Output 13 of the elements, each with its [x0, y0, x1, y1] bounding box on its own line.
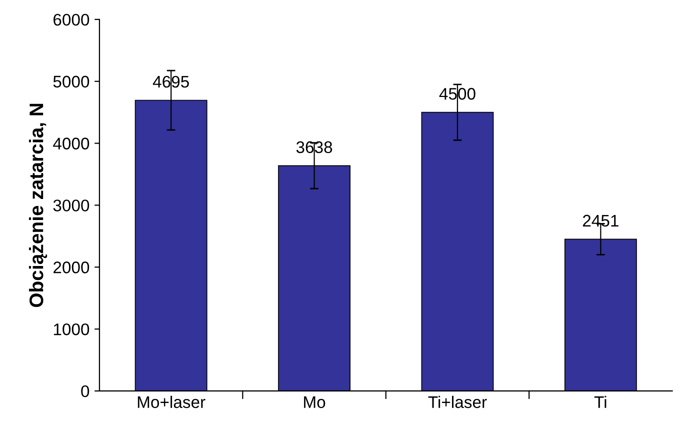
y-tick-label: 3000: [53, 200, 90, 212]
data-label: 2451: [582, 214, 618, 227]
y-tick-label: 5000: [53, 76, 90, 88]
x-tick-label: Ti: [594, 396, 606, 408]
y-tick-label: 4000: [53, 138, 90, 150]
y-tick-label: 0: [81, 385, 90, 398]
y-tick-label: 1000: [54, 323, 90, 336]
y-axis-title: Obciążenie zatarcia, N: [28, 104, 48, 308]
y-tick-label: 6000: [54, 14, 90, 26]
x-tick-label: Mo: [304, 396, 326, 408]
y-tick-label: 2000: [54, 262, 90, 274]
x-tick-label: Ti+laser: [428, 396, 487, 408]
x-tick-label: Mo+laser: [138, 396, 206, 408]
